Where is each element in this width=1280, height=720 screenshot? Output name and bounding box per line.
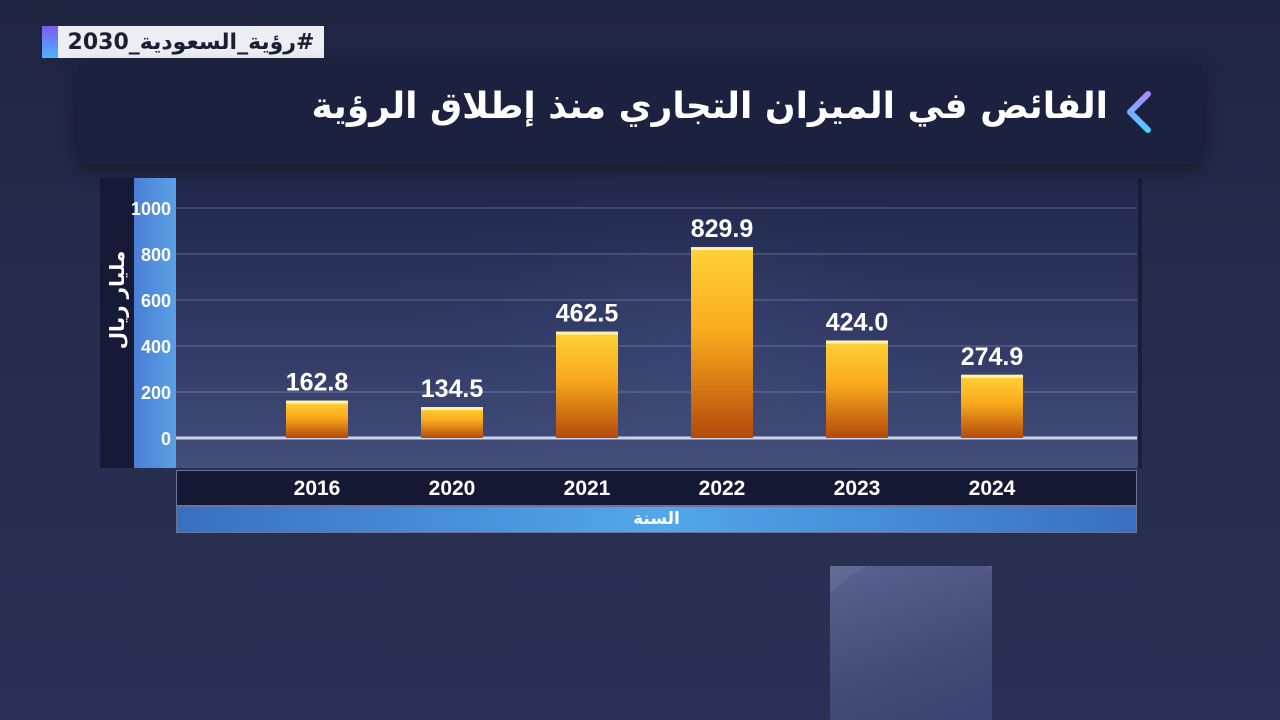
y-axis-label-tag [100, 178, 134, 468]
y-tick-label: 600 [141, 291, 171, 311]
bar [556, 331, 618, 438]
bar [691, 247, 753, 438]
chart-title: الفائض في الميزان التجاري منذ إطلاق الرؤ… [311, 86, 1108, 127]
x-tick-label: 2022 [699, 477, 746, 500]
x-tick-label: 2023 [834, 477, 881, 500]
x-tick-label: 2016 [294, 477, 341, 500]
y-axis-strip [134, 178, 176, 468]
bar-highlight [961, 374, 1023, 378]
y-tick-label: 0 [161, 429, 171, 449]
bar-highlight [691, 247, 753, 251]
bar [961, 374, 1023, 438]
bar-highlight [421, 407, 483, 411]
x-tick-label: 2021 [564, 477, 611, 500]
y-tick-label: 400 [141, 337, 171, 357]
data-label: 134.5 [421, 375, 484, 403]
y-tick-label: 800 [141, 245, 171, 265]
data-label: 462.5 [556, 300, 619, 328]
bar [826, 340, 888, 438]
bar-highlight [286, 400, 348, 404]
bar-highlight [556, 331, 618, 335]
data-label: 829.9 [691, 215, 754, 243]
x-tick-label: 2024 [969, 477, 1016, 500]
x-tick-label: 2020 [429, 477, 476, 500]
title-bar: الفائض في الميزان التجاري منذ إطلاق الرؤ… [78, 64, 1202, 164]
hashtag-badge: #رؤية_السعودية_2030 [42, 26, 324, 58]
data-label: 162.8 [286, 369, 349, 397]
x-axis-title: السنة [176, 506, 1137, 533]
chevron-left-icon [1127, 91, 1151, 133]
hashtag-text: #رؤية_السعودية_2030 [67, 29, 315, 55]
y-tick-label: 1000 [131, 199, 171, 219]
bar [286, 400, 348, 438]
bar-highlight [826, 340, 888, 344]
data-label: 424.0 [826, 308, 889, 336]
bar [421, 407, 483, 438]
data-label: 274.9 [961, 343, 1024, 371]
x-axis-band [176, 470, 1137, 506]
hashtag-accent-stripe [42, 26, 58, 58]
y-tick-label: 200 [141, 383, 171, 403]
background-decorative-panel [830, 566, 992, 720]
